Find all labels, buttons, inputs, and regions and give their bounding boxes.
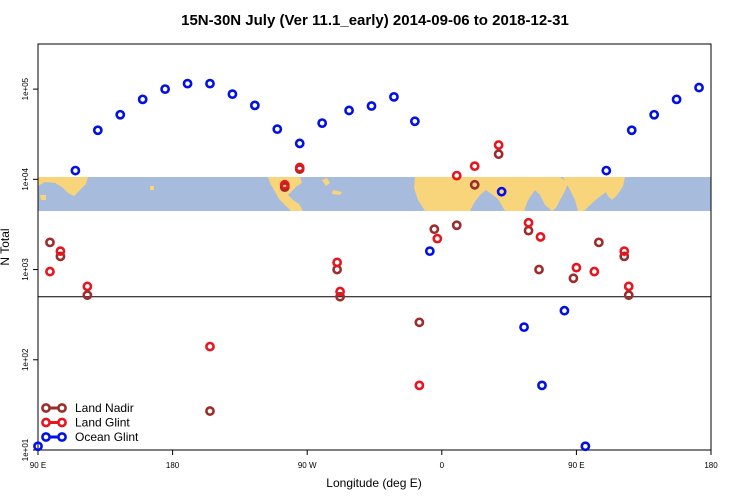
land-nadir-point: [45, 237, 55, 248]
land-nadir-point: [451, 220, 462, 231]
land-glint-point: [335, 286, 346, 297]
legend-marker-ocean-glint: [41, 432, 51, 442]
ocean-glint-point: [249, 100, 260, 111]
x-tick-label: 90 W: [298, 461, 317, 470]
land-glint-point: [279, 179, 290, 190]
land-nadir-point: [82, 290, 93, 301]
ocean-glint-point: [424, 246, 435, 257]
land-nadir-point: [623, 290, 634, 301]
legend-marker-land-nadir: [41, 403, 51, 413]
land-glint-point: [332, 257, 343, 268]
ocean-glint-point: [601, 165, 612, 176]
land-nadir-point: [568, 273, 579, 284]
legend-marker-land-nadir: [57, 403, 67, 413]
legend-label-ocean-glint: Ocean Glint: [75, 430, 139, 444]
x-tick-label: 0: [440, 461, 445, 470]
ocean-glint-point: [344, 105, 354, 116]
land-nadir-point: [469, 179, 480, 190]
plot-frame: [37, 43, 712, 451]
axes: 90 E 180 90 W 0 90 E 180 1e+01 1e+02 1e+03 1e+04 1…: [21, 77, 718, 470]
chart-title: 15N-30N July (Ver 11.1_early) 2014-09-06…: [181, 12, 569, 29]
land-glint-point: [414, 380, 425, 391]
land-glint-point: [623, 281, 634, 292]
x-tick-label: 180: [704, 461, 718, 470]
land-glint-point: [493, 140, 504, 150]
ocean-glint-point: [649, 109, 660, 120]
land-nadir-point: [205, 406, 215, 416]
land-glint-point: [523, 217, 534, 228]
x-tick-label: 180: [166, 461, 180, 470]
ocean-glint-point: [317, 118, 328, 129]
land-nadir-point: [414, 317, 425, 328]
map-land-caribbean: [322, 178, 342, 195]
legend-label-land-nadir: Land Nadir: [75, 401, 134, 415]
world-map-band: [38, 177, 711, 211]
land-nadir-point: [523, 225, 534, 236]
y-tick-label: 1e+01: [21, 438, 30, 461]
ocean-glint-point: [519, 322, 529, 333]
land-nadir-point: [619, 251, 630, 262]
ocean-glint-point: [694, 82, 704, 93]
ocean-glint-point: [227, 89, 238, 100]
map-land-asia-wrap: [38, 177, 88, 196]
land-glint-point: [571, 262, 582, 273]
y-tick-label: 1e+03: [21, 258, 30, 281]
ocean-glint-point: [580, 441, 591, 452]
legend-marker-land-glint: [57, 417, 67, 428]
map-land-afro-eurasia: [414, 177, 568, 211]
ocean-glint-point: [366, 101, 377, 111]
ocean-glint-point: [671, 94, 682, 105]
land-glint-point: [55, 246, 66, 257]
land-glint-point: [45, 266, 55, 277]
x-tick-label: 90 E: [30, 461, 46, 470]
ocean-glint-point: [182, 78, 193, 89]
ocean-glint-point: [92, 125, 103, 136]
y-tick-label: 1e+05: [21, 77, 30, 100]
land-nadir-point: [55, 251, 66, 262]
land-glint-point: [535, 232, 546, 242]
x-tick-label: 90 E: [568, 461, 584, 470]
ocean-glint-point: [496, 186, 507, 197]
land-nadir-point: [593, 237, 604, 248]
ocean-glint-point: [33, 441, 43, 452]
ocean-glint-point: [115, 109, 126, 120]
ocean-glint-point: [409, 116, 420, 127]
ocean-glint-point: [559, 305, 570, 316]
map-land-east-asia: [596, 177, 625, 200]
land-glint-point: [589, 266, 600, 277]
land-glint-point: [205, 341, 215, 352]
legend-marker-land-glint: [41, 417, 51, 428]
ocean-glint-point: [70, 165, 81, 176]
map-land-americas: [268, 177, 303, 211]
land-glint-point: [432, 233, 443, 244]
land-nadir-point: [534, 264, 544, 275]
ocean-glint-point: [626, 125, 637, 136]
ocean-glint-point: [537, 380, 547, 391]
data-points: [33, 78, 704, 452]
ocean-glint-point: [160, 84, 171, 95]
map-land-south-asia: [563, 177, 614, 211]
y-axis-label: N Total: [0, 228, 12, 265]
ocean-glint-point: [389, 91, 399, 102]
legend-marker-ocean-glint: [57, 432, 67, 442]
ocean-glint-point: [205, 78, 215, 89]
land-nadir-point: [493, 149, 504, 160]
y-tick-label: 1e+02: [21, 348, 30, 371]
land-glint-point: [619, 246, 630, 257]
land-glint-point: [82, 281, 93, 292]
ocean-glint-point: [137, 94, 148, 105]
legend-label-land-glint: Land Glint: [75, 416, 130, 430]
y-tick-label: 1e+04: [21, 168, 30, 191]
land-nadir-point: [335, 291, 346, 302]
ocean-glint-point: [294, 138, 305, 149]
ocean-glint-point: [272, 124, 283, 135]
land-glint-point: [469, 161, 480, 172]
land-glint-point: [294, 162, 305, 173]
land-glint-point: [451, 170, 462, 181]
land-nadir-point: [429, 224, 440, 235]
x-axis-label: Longitude (deg E): [326, 476, 421, 490]
